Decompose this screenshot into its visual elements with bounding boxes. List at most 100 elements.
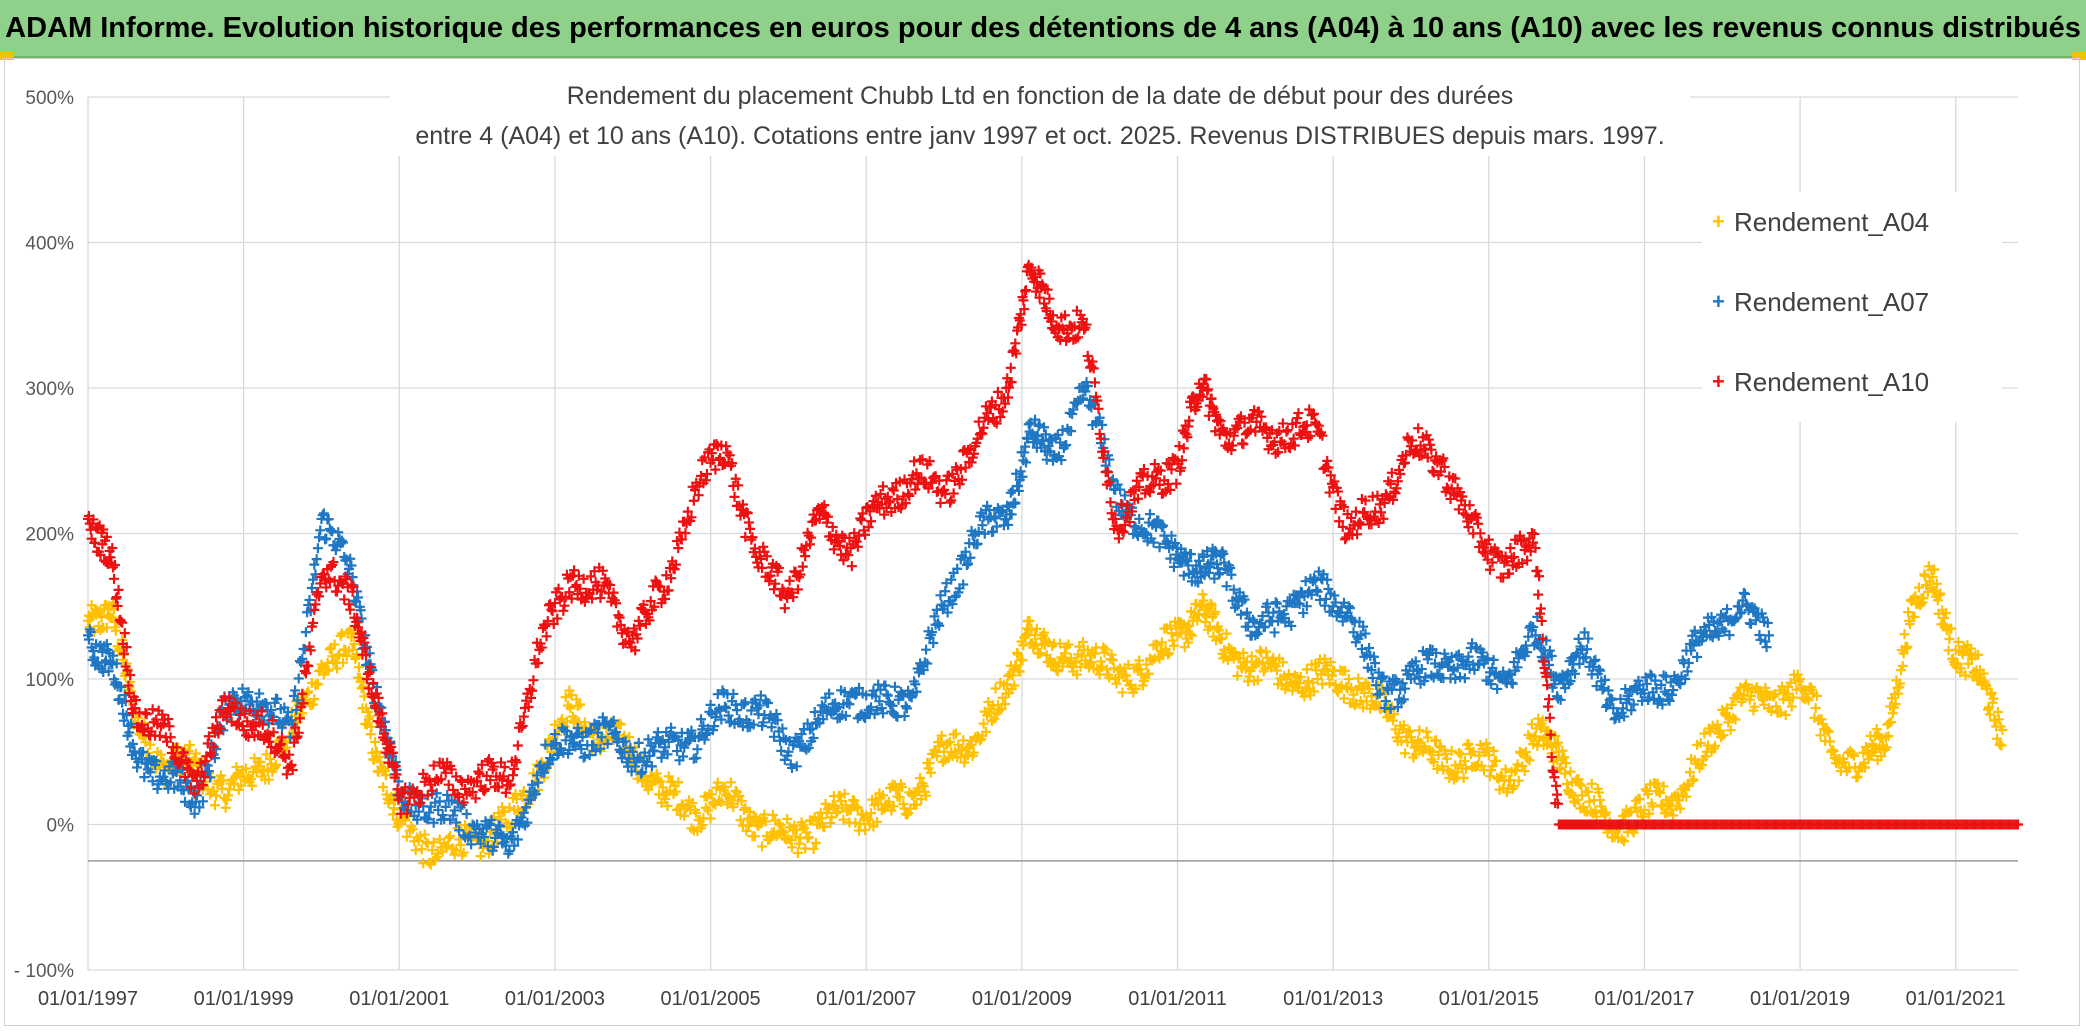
point-a07	[1013, 485, 1024, 496]
point-a10	[339, 594, 350, 605]
point-a07	[934, 620, 945, 631]
point-a10	[1475, 528, 1486, 539]
point-a07	[880, 680, 891, 691]
legend-label-a10: Rendement_A10	[1734, 366, 1930, 397]
point-a04	[263, 774, 274, 785]
point-a07	[1056, 455, 1067, 466]
point-a04	[1485, 771, 1495, 782]
point-a07	[637, 767, 648, 778]
point-a07	[118, 715, 129, 726]
point-a04	[407, 824, 418, 835]
point-a07	[116, 681, 127, 692]
point-a07	[565, 732, 576, 743]
point-a07	[266, 705, 277, 716]
point-a07	[1241, 607, 1252, 618]
point-a07	[171, 767, 182, 778]
point-a04	[303, 686, 314, 697]
point-a07	[300, 627, 311, 638]
point-a04	[1063, 639, 1074, 650]
point-a04	[831, 807, 842, 818]
point-a04	[918, 781, 929, 792]
point-a04	[792, 847, 803, 858]
point-a04	[1012, 649, 1023, 660]
point-a04	[673, 777, 684, 788]
point-a07	[874, 696, 885, 707]
point-a07	[942, 607, 953, 618]
point-a04	[1134, 655, 1145, 666]
point-a07	[626, 766, 637, 777]
point-a04	[949, 746, 960, 757]
point-a07	[876, 703, 887, 714]
point-a04	[1918, 593, 1929, 604]
point-a04	[1595, 795, 1606, 806]
point-a04	[334, 649, 345, 660]
point-a10	[888, 485, 899, 496]
point-a04	[416, 844, 427, 855]
point-a04	[660, 793, 671, 804]
point-a04	[1897, 660, 1908, 671]
legend-marker-a07: +	[1712, 289, 1725, 314]
legend-item-a10: + Rendement_A10	[1712, 362, 1929, 402]
point-a04	[1431, 735, 1442, 746]
point-a07	[132, 762, 143, 773]
point-a10	[669, 564, 680, 575]
point-a07	[1161, 536, 1172, 547]
point-a04	[1206, 600, 1217, 611]
point-a04	[1596, 801, 1607, 812]
point-a04	[364, 711, 375, 722]
point-a07	[595, 743, 606, 754]
point-a04	[1000, 699, 1011, 710]
point-a04	[1400, 748, 1410, 759]
point-a07	[509, 840, 520, 851]
point-a04	[1920, 570, 1931, 581]
point-a07	[646, 761, 657, 772]
point-a10	[164, 721, 175, 732]
point-a07	[705, 699, 716, 710]
point-a04	[771, 831, 782, 842]
point-a04	[1153, 651, 1164, 662]
point-a04	[1786, 701, 1797, 712]
point-a04	[1903, 607, 1914, 618]
point-a04	[1024, 615, 1035, 626]
point-a10	[866, 516, 877, 527]
point-a04	[1101, 664, 1112, 675]
point-a10	[745, 523, 756, 534]
point-a04	[1997, 724, 2008, 735]
point-a04	[719, 782, 730, 793]
y-tick-label: 400%	[25, 234, 74, 255]
point-a04	[1992, 733, 2003, 744]
point-a04	[309, 694, 320, 705]
point-a04	[643, 784, 654, 795]
point-a04	[1902, 641, 1913, 652]
point-a07	[1271, 598, 1282, 609]
point-a04	[1106, 649, 1117, 660]
point-a04	[1984, 709, 1995, 720]
point-a07	[643, 734, 654, 745]
point-a10	[1044, 293, 1055, 304]
point-a04	[966, 739, 977, 750]
point-a04	[425, 859, 436, 870]
banner-title: ADAM Informe. Evolution historique des p…	[5, 11, 2081, 44]
point-a04	[1816, 714, 1827, 725]
point-a07	[1573, 633, 1584, 644]
point-a04	[1029, 640, 1040, 651]
point-a04	[1760, 682, 1771, 693]
point-a04	[935, 736, 946, 747]
point-a07	[346, 560, 357, 571]
point-a07	[627, 746, 638, 757]
point-a07	[1507, 678, 1518, 689]
point-a04	[575, 699, 586, 710]
point-a07	[108, 650, 119, 661]
point-a04	[1803, 695, 1814, 706]
point-a04	[1014, 666, 1025, 677]
point-a07	[802, 718, 813, 729]
point-a07	[1166, 530, 1177, 541]
point-a04	[1871, 724, 1882, 735]
point-a04	[1652, 778, 1663, 789]
point-a07	[282, 707, 293, 718]
point-a10	[743, 517, 754, 528]
point-a07	[1252, 628, 1263, 639]
point-a07	[323, 514, 334, 525]
point-a07	[527, 779, 538, 790]
point-a04	[371, 746, 382, 757]
